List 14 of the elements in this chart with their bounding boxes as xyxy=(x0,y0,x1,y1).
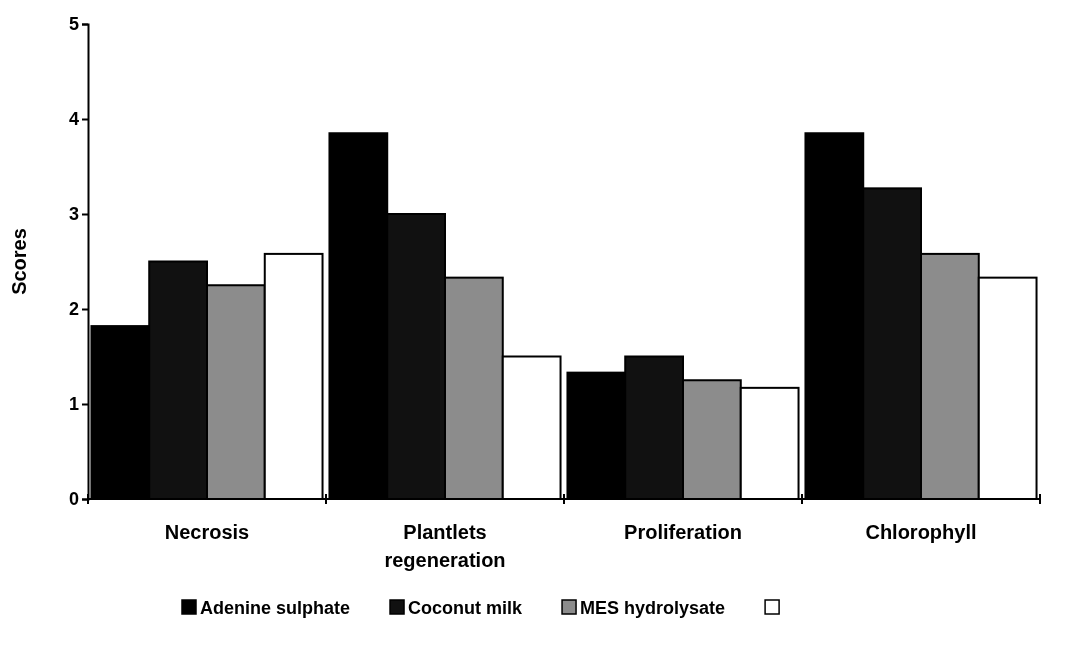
legend-label: MES hydrolysate xyxy=(580,598,726,618)
y-axis-title: Scores xyxy=(8,228,30,295)
legend-label: Adenine sulphate xyxy=(200,598,351,618)
y-tick-label: 3 xyxy=(68,204,79,225)
x-tick-label: Plantlets regeneration xyxy=(384,521,506,571)
y-tick-label: 1 xyxy=(68,394,79,415)
x-tick-label: Chlorophyll xyxy=(865,521,977,543)
y-tick-label: 2 xyxy=(68,299,79,320)
y-tick-label: 0 xyxy=(68,489,79,510)
x-tick-label: Proliferation xyxy=(624,521,742,543)
legend-label: Coconut milk xyxy=(408,598,524,618)
x-tick-label: Necrosis xyxy=(164,521,250,543)
y-tick-label: 5 xyxy=(68,14,79,35)
y-tick-label: 4 xyxy=(68,109,79,130)
